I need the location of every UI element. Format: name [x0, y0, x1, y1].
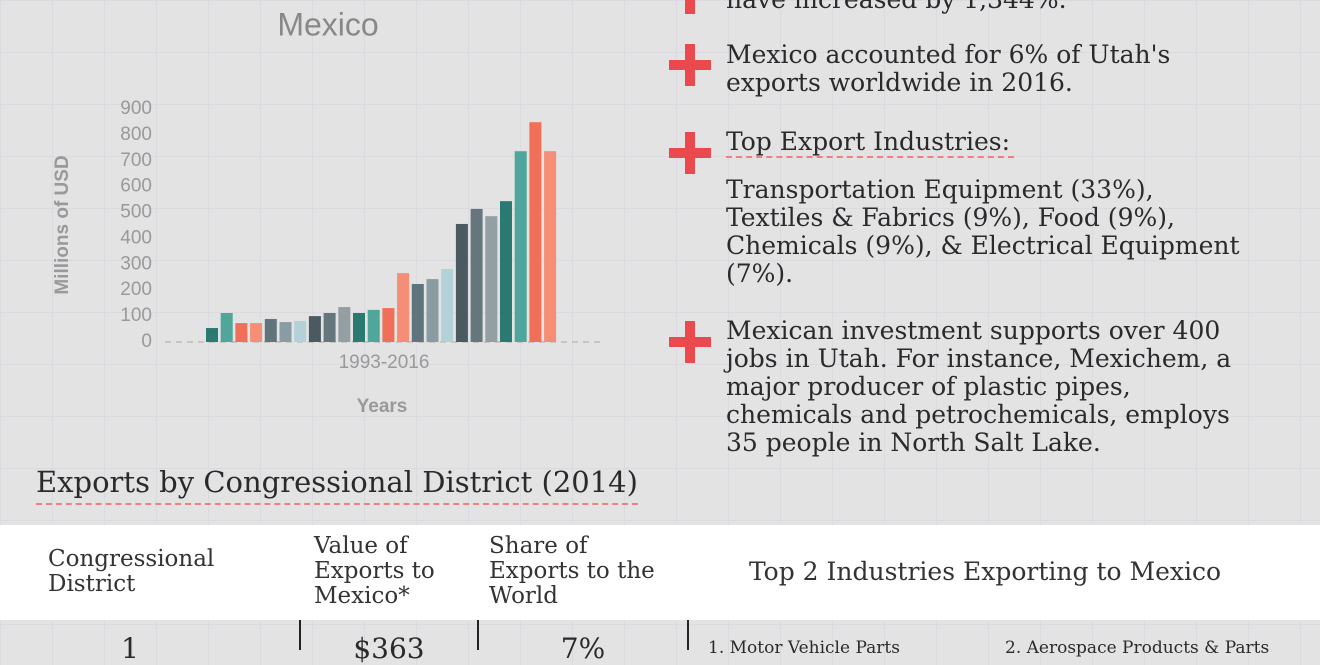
bar [235, 323, 248, 342]
bullet-icon [669, 44, 711, 86]
cell: 2. Aerospace Products & Parts [1005, 638, 1270, 658]
header-cell: Top 2 Industries Exporting to Mexico [748, 557, 1222, 586]
chart: Mexico 1993-2016 Years Millions of USD 0… [52, 6, 605, 417]
industries-text: Transportation Equipment (33%), Textiles… [726, 175, 1240, 288]
bar [544, 151, 557, 342]
bar [485, 216, 498, 342]
industries-heading: Top Export Industries: [726, 128, 1015, 158]
x-title: Years [357, 396, 408, 417]
y-tick-label: 0 [141, 331, 152, 352]
y-tick-label: 800 [120, 124, 152, 145]
y-title: Millions of USD [52, 155, 73, 294]
header-cell: Value of Exports to Mexico* [314, 533, 435, 609]
y-tick-label: 200 [120, 279, 152, 300]
column-divider [687, 620, 689, 650]
bar [382, 308, 395, 342]
y-tick-label: 900 [120, 98, 152, 119]
bar [500, 201, 512, 342]
y-tick-label: 300 [120, 253, 152, 274]
y-tick-label: 100 [120, 305, 152, 326]
cell: 1. Motor Vehicle Parts [708, 638, 900, 658]
section-title: Exports by Congressional District (2014) [36, 464, 638, 505]
bar [338, 307, 351, 342]
bar [411, 284, 424, 342]
y-tick-label: 500 [120, 202, 152, 223]
x-label: 1993-2016 [339, 352, 430, 373]
bar [308, 316, 321, 342]
bar [441, 268, 454, 342]
fact: have increased by 1,344%. [726, 0, 1246, 14]
bar [470, 208, 483, 342]
y-tick-label: 700 [120, 150, 152, 171]
investment-text: Mexican investment supports over 400 job… [726, 316, 1232, 457]
bullet-icon [669, 321, 711, 363]
bar [323, 313, 336, 342]
bar [426, 279, 439, 342]
header-cell: Share of Exports to the World [489, 533, 655, 609]
bar [220, 313, 233, 342]
cell: $363 [353, 632, 425, 665]
bullet-icon [685, 0, 695, 14]
header-cell: Congressional District [48, 546, 215, 597]
bar [367, 309, 380, 342]
y-tick-label: 400 [120, 227, 152, 248]
chart-title: Mexico [277, 6, 378, 42]
bar [529, 122, 542, 342]
bar [455, 223, 468, 342]
bar [279, 322, 292, 342]
cell: 1 [121, 632, 139, 665]
bullet-icon [669, 132, 711, 174]
bar [397, 273, 410, 342]
bar [294, 321, 307, 342]
bar [264, 318, 277, 342]
bar [353, 313, 365, 342]
column-divider [477, 620, 479, 650]
bar [250, 323, 263, 342]
bar [514, 151, 527, 342]
fact: Mexico accounted for 6% of Utah's export… [726, 40, 1171, 97]
column-divider [299, 620, 301, 650]
cell: 7% [560, 632, 606, 665]
table-header: Congressional District Value of Exports … [0, 525, 1320, 620]
bar [206, 328, 218, 342]
y-tick-label: 600 [120, 176, 152, 197]
